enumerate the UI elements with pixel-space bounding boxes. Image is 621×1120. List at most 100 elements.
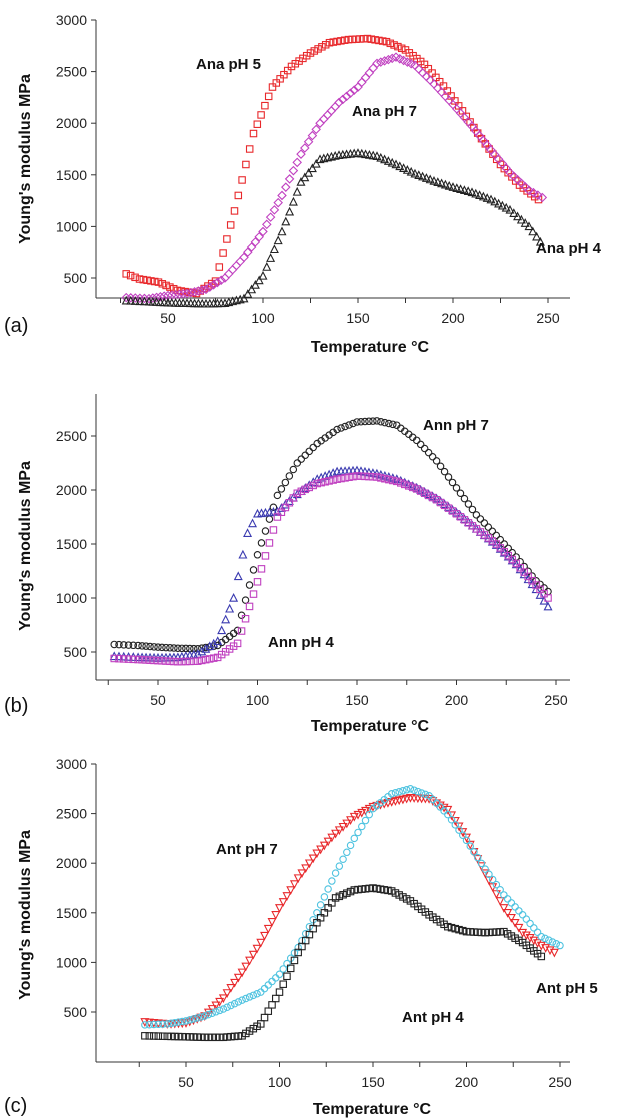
data-point (349, 85, 359, 95)
data-point (178, 657, 186, 666)
data-point (451, 821, 460, 829)
data-point (134, 641, 142, 650)
data-point (261, 527, 270, 535)
data-point (285, 498, 294, 507)
data-point (398, 55, 409, 66)
data-point (309, 481, 317, 490)
data-point (394, 42, 402, 51)
data-point (500, 891, 508, 899)
data-point (368, 468, 378, 477)
data-point (253, 578, 262, 586)
data-point (333, 475, 341, 483)
data-point (482, 193, 492, 202)
data-point (281, 182, 291, 192)
data-point (367, 35, 376, 43)
data-point (477, 859, 486, 868)
panel-b: 500 1000 1500 2000 2500 50 100 150 200 250 Young… (4, 394, 570, 735)
data-point (215, 1006, 224, 1015)
data-point (528, 226, 538, 236)
data-point (268, 1001, 276, 1009)
data-point (480, 519, 489, 527)
data-point (150, 277, 159, 286)
data-point (368, 63, 378, 73)
data-point (241, 596, 250, 604)
data-point (219, 1005, 228, 1013)
data-point (272, 79, 281, 87)
x-tick-label: 200 (455, 1074, 479, 1090)
data-point (297, 487, 306, 496)
data-point (462, 836, 471, 845)
data-point (390, 41, 398, 49)
x-tick-label: 150 (345, 692, 369, 708)
x-tick-label: 250 (548, 1074, 572, 1090)
data-point (292, 157, 302, 168)
data-point (173, 286, 182, 295)
data-point (205, 282, 215, 292)
data-point (535, 590, 545, 599)
data-point (503, 909, 513, 918)
data-point (197, 285, 207, 295)
data-point (230, 207, 239, 215)
data-point (491, 890, 501, 899)
data-point (386, 39, 395, 48)
data-point (364, 68, 375, 78)
data-point (519, 569, 529, 579)
data-point (513, 211, 523, 221)
data-point (288, 196, 298, 206)
data-point (349, 472, 357, 481)
data-point (202, 655, 210, 664)
x-tick-label: 200 (445, 692, 469, 708)
data-point (402, 786, 411, 794)
data-point (159, 1032, 167, 1040)
data-point (135, 275, 144, 283)
data-point (533, 928, 542, 936)
data-point (204, 1010, 213, 1019)
data-point (221, 614, 231, 624)
series-label-ant-ph4: Ant pH 4 (402, 1009, 464, 1026)
y-tick-label: 500 (64, 644, 88, 660)
data-point (389, 420, 397, 429)
data-point (520, 568, 528, 576)
data-point (311, 158, 321, 168)
data-point (354, 828, 362, 837)
data-point (492, 531, 501, 540)
data-point (249, 566, 258, 574)
data-point (337, 37, 345, 45)
data-point (524, 572, 532, 581)
data-point (182, 288, 192, 299)
data-point (470, 848, 478, 856)
data-point (496, 535, 505, 544)
data-point (238, 549, 248, 559)
data-point (416, 487, 425, 495)
data-point (365, 810, 374, 819)
panel-c: 500 1000 1500 2000 2500 3000 50 100 150 200 250 Y… (4, 756, 598, 1118)
data-point (330, 101, 340, 112)
data-point (281, 503, 290, 512)
data-point (231, 260, 242, 271)
data-point (363, 34, 372, 43)
data-point (166, 283, 174, 291)
panel-a: 500 1000 1500 2000 2500 3000 50 100 150 200 250 Y… (4, 12, 602, 356)
data-point (357, 77, 367, 88)
data-point (260, 984, 269, 993)
data-point (416, 440, 425, 449)
data-point (359, 35, 368, 43)
data-point (273, 235, 283, 245)
data-point (269, 503, 278, 512)
data-point (170, 657, 178, 666)
data-point (467, 187, 477, 197)
data-point (518, 911, 527, 919)
data-point (211, 1001, 221, 1011)
data-point (235, 256, 245, 267)
x-axis-title: Temperature °C (311, 339, 430, 356)
data-point (465, 840, 475, 850)
x-tick-label: 150 (346, 310, 370, 326)
data-point (345, 88, 356, 99)
data-point (266, 253, 276, 262)
data-point (129, 655, 138, 664)
data-point (391, 789, 400, 797)
data-point (250, 237, 261, 247)
data-point (454, 822, 464, 832)
data-point (450, 816, 460, 826)
data-point (278, 898, 288, 907)
